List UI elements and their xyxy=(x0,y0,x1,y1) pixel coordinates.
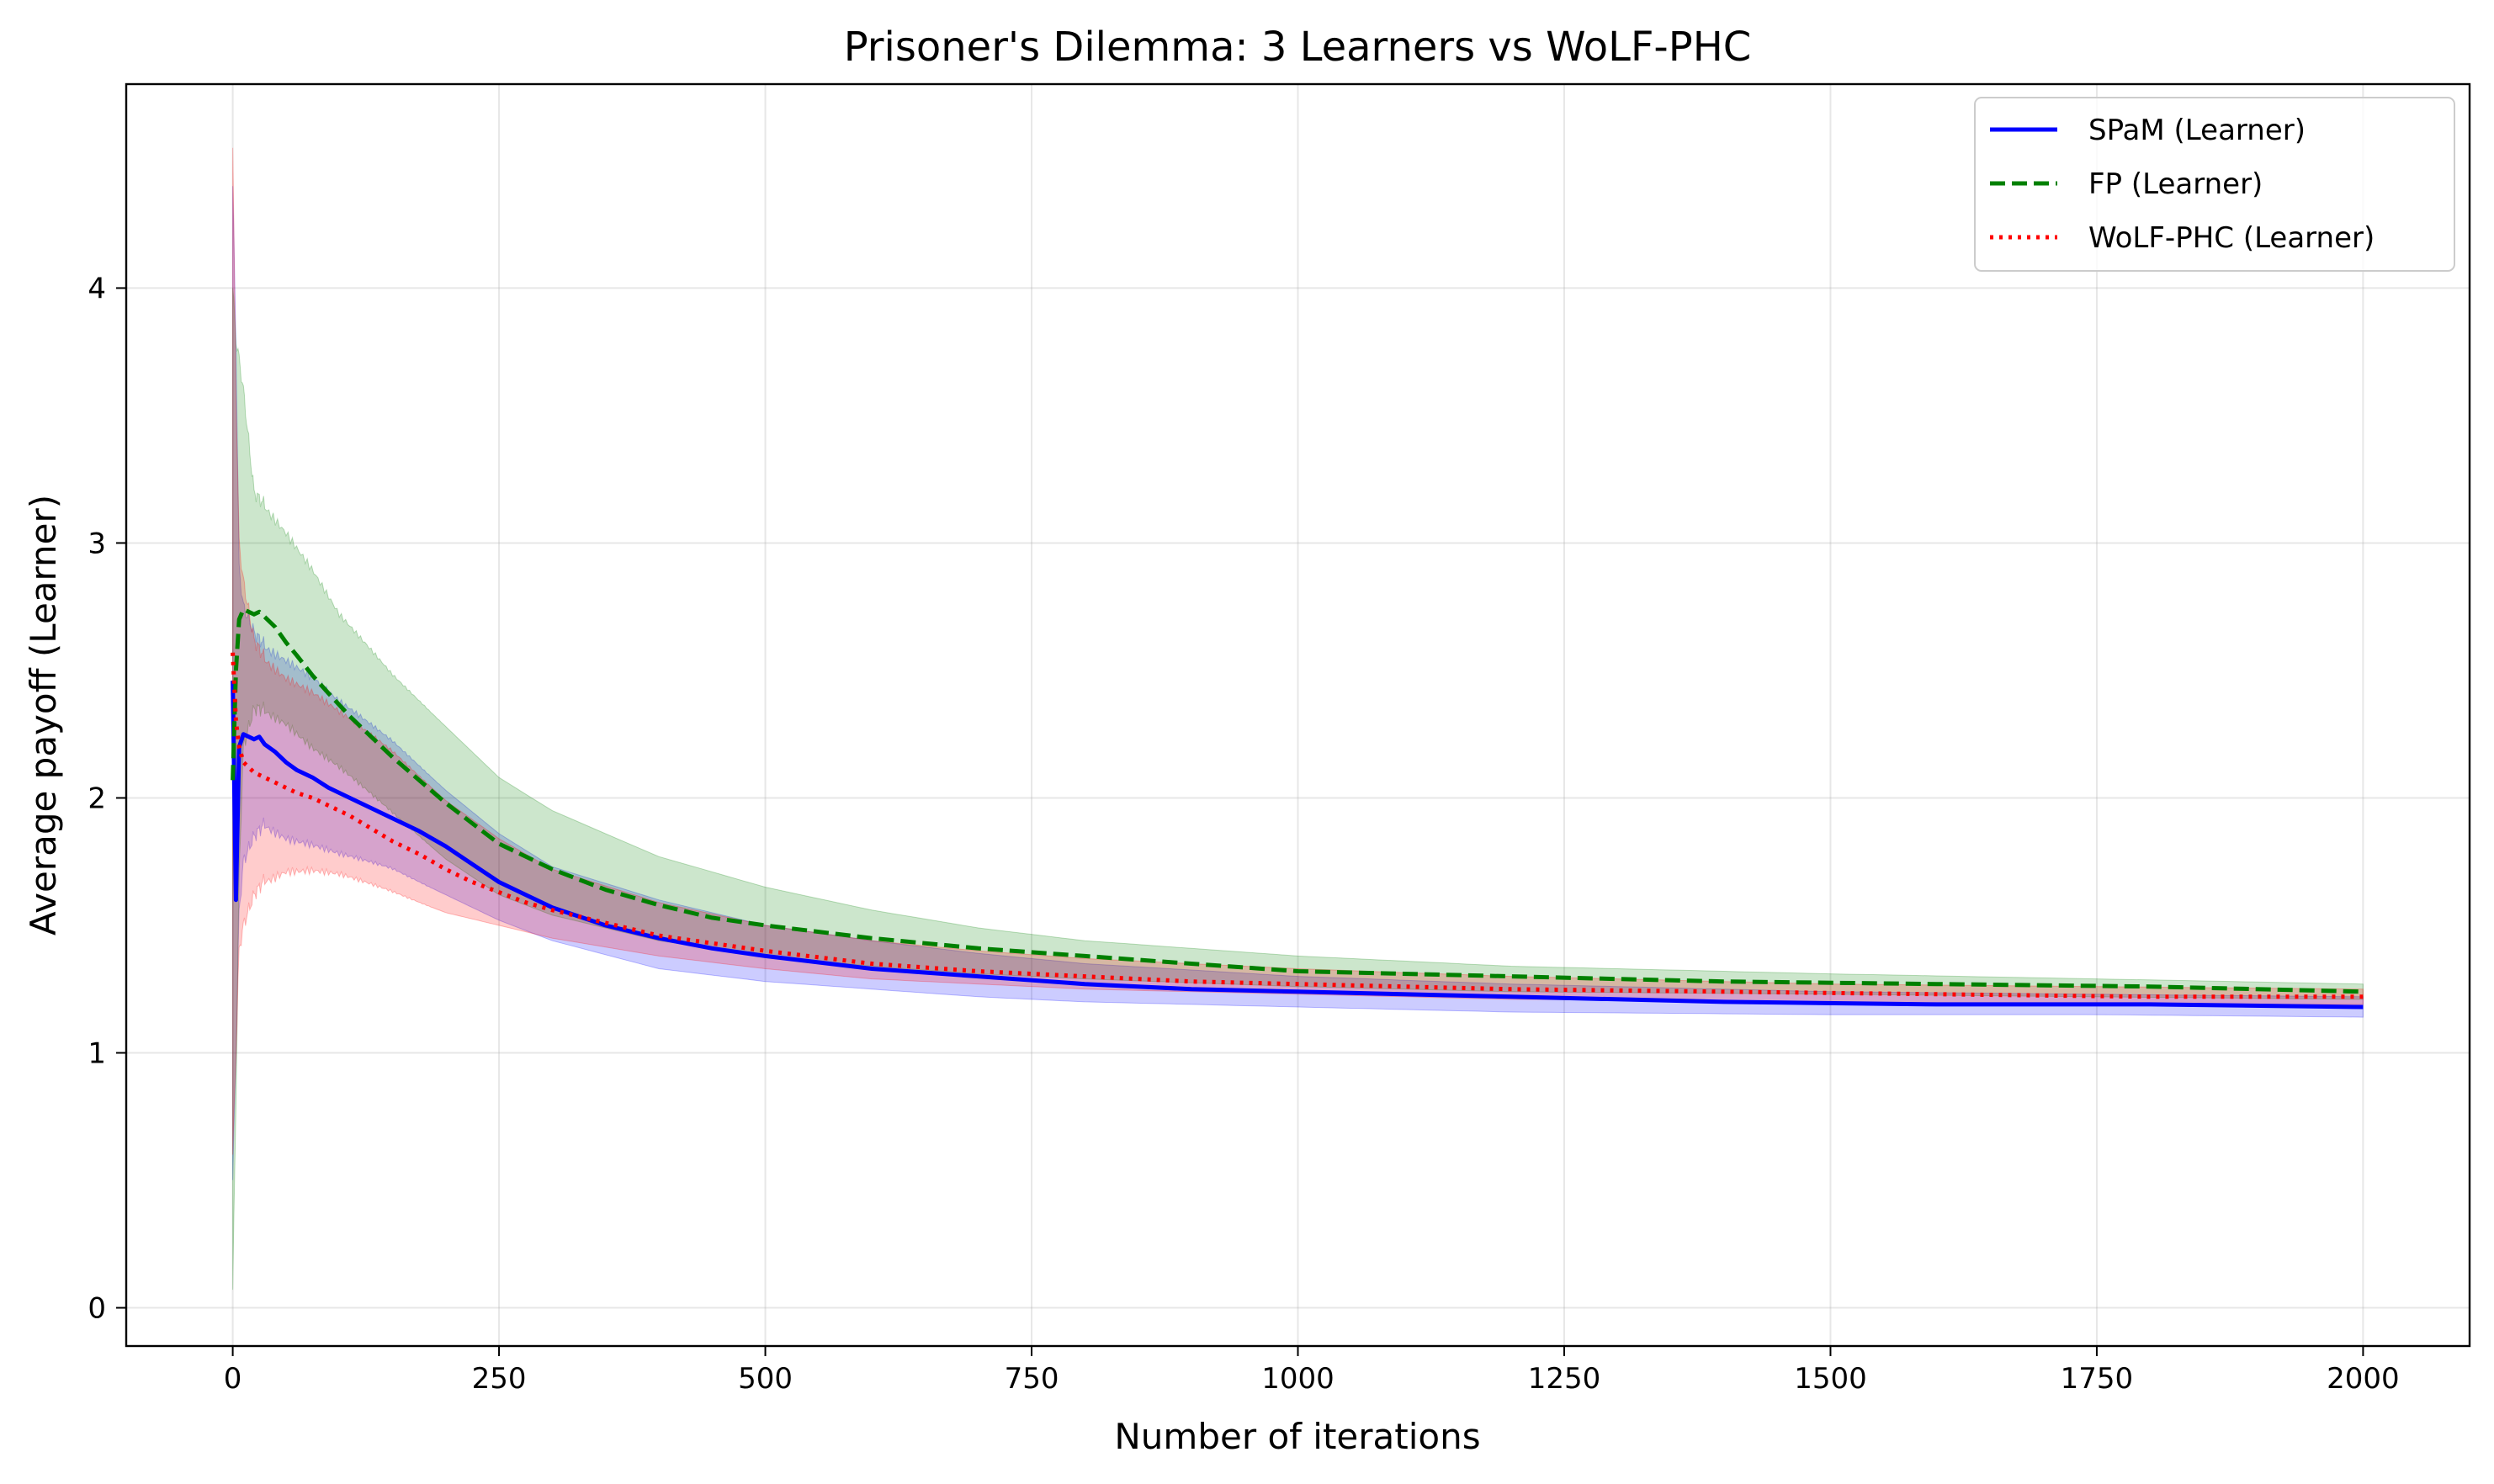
legend: SPaM (Learner) FP (Learner) WoLF-PHC (Lear… xyxy=(1974,97,2455,272)
series-line-1 xyxy=(231,607,2364,994)
chart-title: Prisoner's Dilemma: 3 Learners vs WoLF-P… xyxy=(844,24,1752,71)
confidence-bands xyxy=(232,147,2364,1291)
legend-label: FP (Learner) xyxy=(2088,167,2263,201)
x-tick-label: 1500 xyxy=(1794,1362,1867,1396)
series-line-0 xyxy=(231,681,2364,1010)
y-axis: 0 1 2 3 4 xyxy=(88,272,126,1326)
series-band-2 xyxy=(232,147,2364,1155)
legend-label: SPaM (Learner) xyxy=(2088,114,2306,147)
y-axis-label: Average payoff (Learner) xyxy=(23,495,64,935)
x-axis-label: Number of iterations xyxy=(1114,1416,1480,1457)
x-tick-label: 250 xyxy=(472,1362,527,1396)
grid-lines xyxy=(126,84,2470,1346)
x-axis: 0 250 500 750 1000 1250 1500 1750 2000 xyxy=(224,1346,2400,1396)
x-tick-label: 1250 xyxy=(1528,1362,1601,1396)
series-band-0 xyxy=(232,186,2364,1180)
x-tick-label: 2000 xyxy=(2327,1362,2400,1396)
x-tick-label: 1000 xyxy=(1261,1362,1335,1396)
y-tick-label: 1 xyxy=(88,1037,106,1071)
x-tick-label: 500 xyxy=(738,1362,793,1396)
x-tick-label: 1750 xyxy=(2061,1362,2134,1396)
y-tick-label: 0 xyxy=(88,1292,106,1326)
series-band-1 xyxy=(232,288,2364,1291)
y-tick-label: 4 xyxy=(88,272,106,305)
y-tick-label: 3 xyxy=(88,527,106,560)
series-lines xyxy=(231,607,2364,1010)
y-tick-label: 2 xyxy=(88,782,106,815)
legend-box xyxy=(1974,97,2455,272)
x-tick-label: 0 xyxy=(224,1362,242,1396)
x-tick-label: 750 xyxy=(1005,1362,1059,1396)
legend-label: WoLF-PHC (Learner) xyxy=(2088,221,2375,255)
